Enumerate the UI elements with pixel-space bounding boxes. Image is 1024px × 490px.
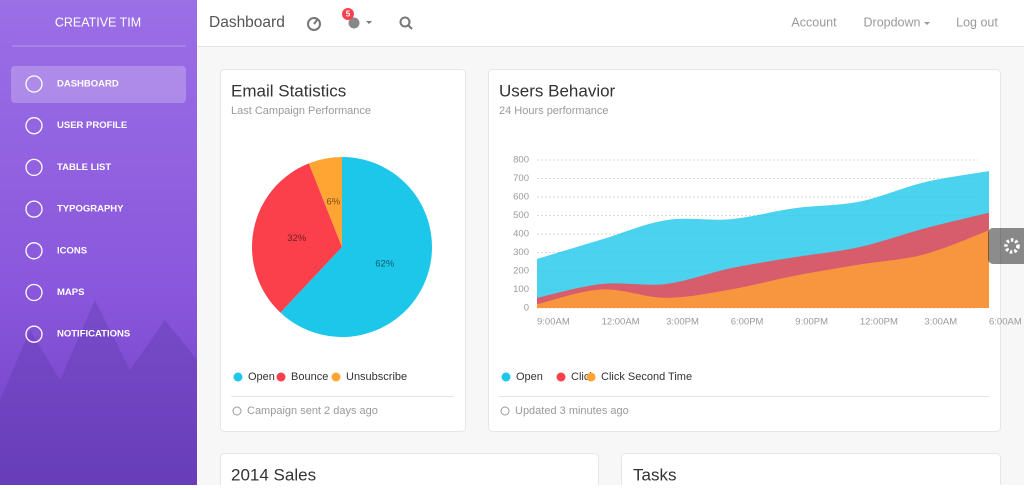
card-footer: Updated 3 minutes ago [515,405,629,417]
y-tick-label: 600 [513,192,529,203]
navbar [197,0,1024,46]
card [220,453,599,490]
y-tick-label: 100 [513,284,529,295]
legend-marker [276,372,286,382]
pie-slice [280,157,432,338]
menu-icon [25,200,43,218]
brand[interactable]: CREATIVE TIM [55,15,141,29]
legend-label: Unsubscribe [346,371,407,383]
menu-icon [25,283,43,302]
menu-item[interactable]: NOTIFICATIONS [57,329,130,340]
y-tick-label: 0 [524,303,529,314]
menu-icon [25,117,43,135]
gear-icon [1004,238,1020,254]
legend-label: Click Second Time [601,371,692,383]
y-tick-label: 500 [513,210,529,221]
card-subtitle: Last Campaign Performance [231,105,371,117]
dropdown-caret [924,22,930,25]
menu-item[interactable]: TYPOGRAPHY [57,204,124,215]
sidebar-scenery [0,300,197,485]
nav-link[interactable]: Dropdown [864,15,921,29]
menu-item[interactable]: TABLE LIST [57,162,111,173]
legend-label: Bounce [291,371,328,383]
clock-icon [232,406,242,416]
legend-marker [233,372,243,382]
menu-icon [25,158,43,177]
card [621,453,1001,490]
y-tick-label: 400 [513,229,529,240]
menu-item[interactable]: MAPS [57,287,84,298]
legend-label: Open [248,371,275,383]
card-title: Users Behavior [499,81,616,100]
navbar-title[interactable]: Dashboard [209,14,285,31]
history-icon [500,406,510,416]
search-icon[interactable] [399,16,413,30]
y-tick-label: 700 [513,173,529,184]
card-title: Email Statistics [231,81,346,100]
pie-label: 32% [287,233,307,244]
y-tick-label: 200 [513,266,529,277]
nav-link[interactable]: Log out [956,15,998,29]
notification-count: 5 [346,10,351,19]
legend-label: Open [516,371,543,383]
y-tick-label: 800 [513,155,529,166]
pie-slice [251,163,342,313]
y-tick-label: 300 [513,247,529,258]
x-tick-label: 6:00PM [731,317,764,328]
pie-label: 62% [375,258,395,269]
nav-link[interactable]: Account [791,15,837,29]
legend-marker [556,372,566,382]
menu-icon [25,75,43,93]
dashboard-icon[interactable] [307,17,321,31]
notification-badge [342,8,354,20]
card-footer: Campaign sent 2 days ago [247,405,378,417]
active-menu-bg [11,66,186,103]
menu-icon [25,242,43,260]
x-tick-label: 12:00PM [860,317,898,328]
pie-slice [308,157,342,247]
card-title: 2014 Sales [231,465,316,484]
legend-marker [501,372,511,382]
menu-icon [25,325,43,343]
pie-label: 6% [327,196,341,207]
menu-item[interactable]: DASHBOARD [57,79,119,90]
x-tick-label: 3:00PM [666,317,699,328]
x-tick-label: 9:00PM [795,317,828,328]
card-subtitle: 24 Hours performance [499,105,608,117]
area [537,230,989,308]
x-tick-label: 9:00AM [537,317,570,328]
card-title: Tasks [633,465,676,484]
globe-icon[interactable] [348,17,373,29]
x-tick-label: 3:00AM [924,317,957,328]
legend-marker [331,372,341,382]
x-tick-label: 6:00AM [989,317,1022,328]
menu-item[interactable]: USER PROFILE [57,120,127,131]
legend-marker [586,372,596,382]
x-tick-label: 12:00AM [602,317,640,328]
menu-item[interactable]: ICONS [57,245,87,256]
